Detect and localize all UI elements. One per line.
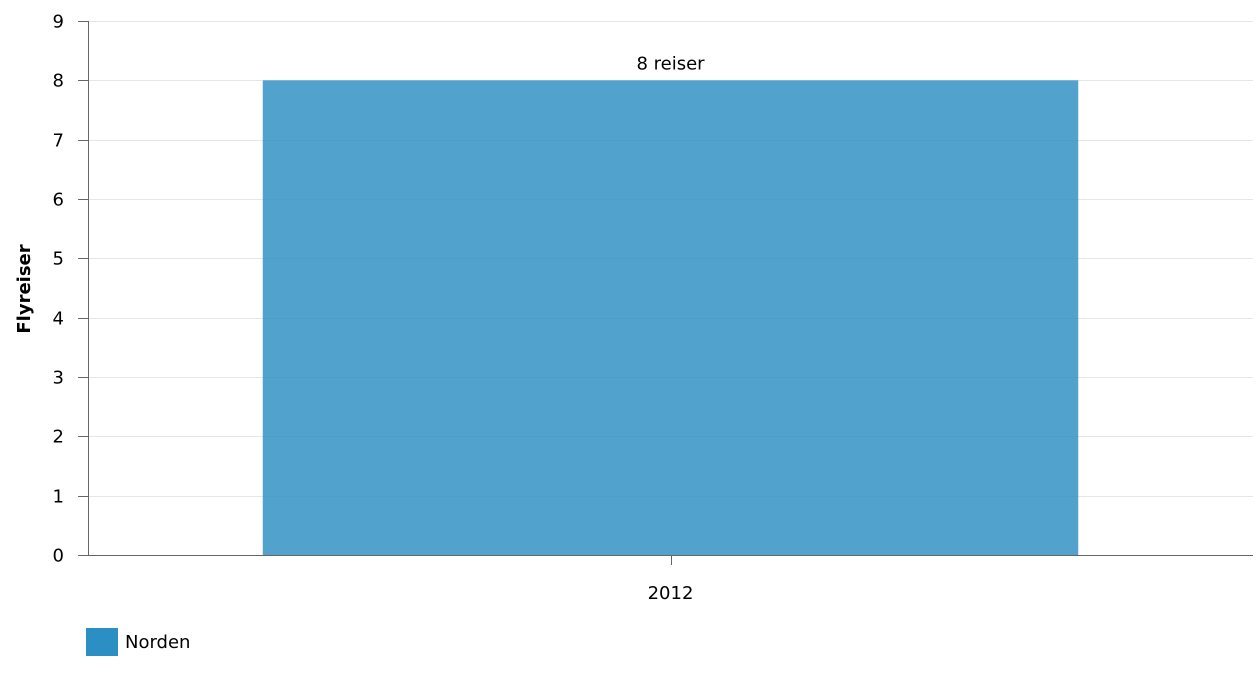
axes: 0 1 2 3 4 5 6 7 8 9 2012	[53, 12, 1253, 604]
y-tick-label-4: 4	[53, 309, 64, 330]
legend-label-Norden[interactable]: Norden	[125, 632, 190, 653]
legend-swatch-Norden[interactable]	[86, 628, 118, 656]
y-tick-label-8: 8	[53, 71, 64, 92]
x-tick-label-2012: 2012	[648, 583, 694, 604]
bar-Norden-2012[interactable]	[262, 80, 1079, 555]
legend[interactable]: Norden	[86, 628, 190, 656]
y-tick-label-7: 7	[53, 131, 64, 152]
y-tick-label-2: 2	[53, 427, 64, 448]
data-labels: 8 reiser	[636, 53, 705, 74]
y-tick-label-0: 0	[53, 546, 64, 567]
y-tick-label-1: 1	[53, 487, 64, 508]
bars	[262, 80, 1079, 555]
data-label-2012: 8 reiser	[636, 53, 705, 74]
y-tick-label-5: 5	[53, 249, 64, 270]
y-tick-label-6: 6	[53, 190, 64, 211]
y-axis-title: Flyreiser	[14, 244, 35, 333]
y-tick-label-3: 3	[53, 368, 64, 389]
y-tick-label-9: 9	[53, 12, 64, 33]
